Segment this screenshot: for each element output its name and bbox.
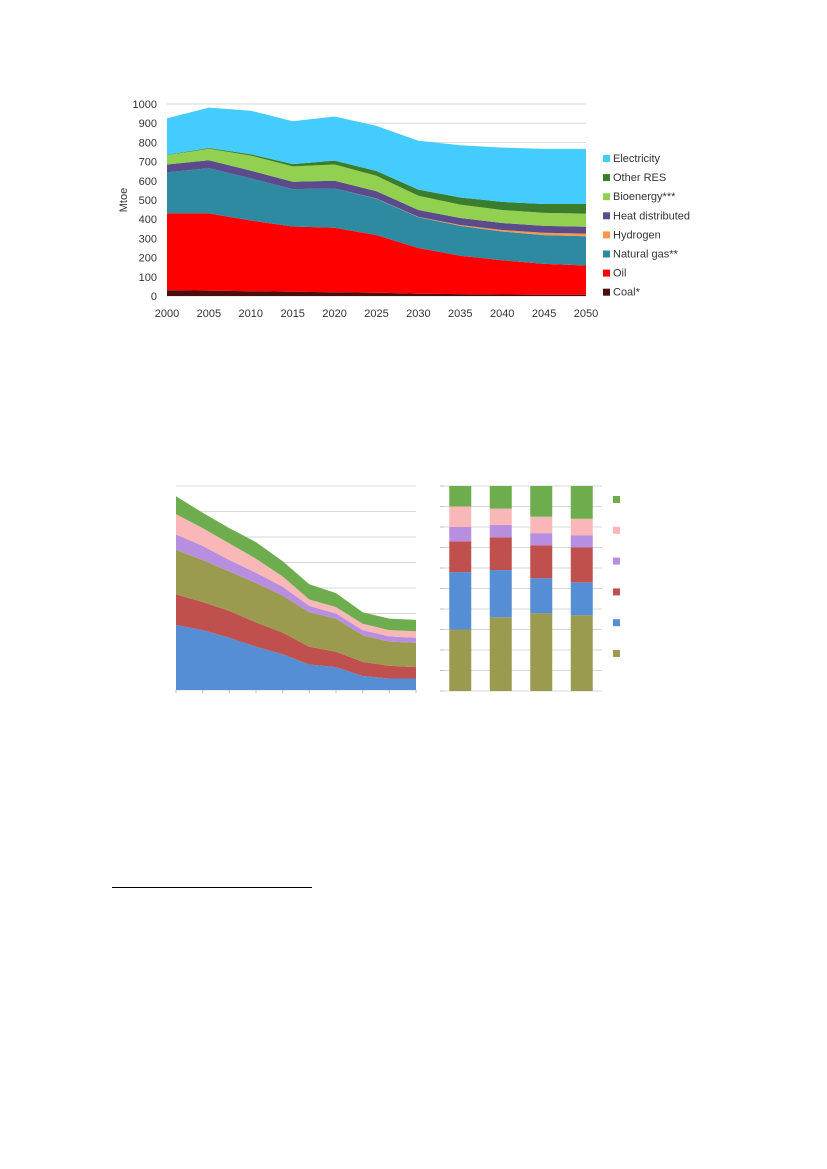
y-tick-label: 700 [139, 157, 157, 169]
bar-segment [570, 518, 593, 536]
legend-label: Electricity [613, 153, 661, 165]
bar-segment [489, 570, 512, 618]
legend-swatch [603, 231, 610, 239]
chart1-series-electricity [167, 107, 586, 204]
bar-segment [530, 533, 553, 546]
legend-swatch [603, 288, 610, 296]
y-tick-label: 800 [139, 137, 157, 149]
chart1-series-natural-gas [167, 168, 586, 266]
chart2-series-1 [176, 594, 416, 679]
bar-segment [489, 617, 512, 691]
x-tick-label: 2010 [239, 308, 263, 320]
chart1-series-coal [167, 290, 586, 296]
x-tick-label: 2020 [322, 308, 346, 320]
chart1-series-other-res [167, 148, 586, 214]
x-tick-label: 2045 [532, 308, 556, 320]
bar-segment [530, 545, 553, 579]
x-tick-label: 2015 [280, 308, 304, 320]
legend-swatch [613, 496, 620, 503]
bar-segment [570, 615, 593, 691]
y-tick-label: 100 [139, 272, 157, 284]
footnote-separator [112, 887, 312, 888]
legend-label: Bioenergy*** [613, 191, 676, 203]
bar-segment [449, 506, 472, 527]
bar-segment [570, 582, 593, 616]
legend-swatch [603, 155, 610, 162]
y-tick-label: 300 [139, 233, 157, 245]
x-tick-label: 2050 [574, 308, 598, 320]
legend-swatch [603, 193, 610, 201]
bar-segment [449, 486, 472, 507]
x-tick-label: 2040 [490, 308, 514, 320]
y-tick-label: 0 [151, 291, 157, 303]
legend-swatch [603, 174, 610, 182]
bar-segment [530, 613, 553, 691]
x-tick-label: 2025 [364, 308, 388, 320]
y-tick-label: 600 [139, 176, 157, 188]
legend-label: Coal* [613, 287, 641, 299]
y-axis-label: Mtoe [118, 188, 130, 212]
x-tick-label: 2035 [448, 308, 472, 320]
sector-area-chart [175, 485, 417, 693]
y-tick-label: 200 [139, 253, 157, 265]
bar-segment [530, 578, 553, 614]
legend-label: Hydrogen [613, 229, 661, 241]
legend-swatch [613, 619, 620, 627]
bar-segment [570, 535, 593, 548]
bar-segment [449, 541, 472, 573]
bar-segment [570, 486, 593, 519]
chart1-series-bioenergy [167, 148, 586, 227]
bar-segment [449, 572, 472, 630]
legend-label: Other RES [613, 172, 666, 184]
chart2-series-2 [176, 549, 416, 668]
legend-swatch [603, 250, 610, 258]
legend-swatch [613, 526, 620, 534]
legend-swatch [603, 269, 610, 277]
chart1-series-oil [167, 213, 586, 295]
sector-share-bar-chart [440, 485, 620, 692]
bar-segment [530, 486, 553, 517]
final-energy-area-chart: 0 100 200 300 400 500 600 700 800 900 1000 2000 2005… [118, 99, 690, 320]
legend-swatch [613, 588, 620, 596]
bar-segment [570, 547, 593, 583]
chart1-series-heat-distributed [167, 160, 586, 234]
bar-segment [449, 629, 472, 691]
legend-swatch [613, 650, 620, 657]
bar-segment [489, 524, 512, 538]
chart2-series-0 [176, 625, 416, 690]
x-tick-label: 2005 [197, 308, 221, 320]
y-tick-label: 400 [139, 214, 157, 226]
bar-segment [489, 486, 512, 509]
bar-segment [530, 516, 553, 534]
y-tick-label: 900 [139, 118, 157, 130]
y-tick-label: 1000 [133, 99, 157, 111]
legend-label: Oil [613, 268, 626, 280]
bar-segment [489, 537, 512, 571]
bar-segment [489, 508, 512, 525]
legend-label: Heat distributed [613, 210, 690, 222]
chart2-series-3 [176, 534, 416, 643]
legend-swatch [613, 557, 620, 565]
legend-swatch [603, 212, 610, 220]
y-tick-label: 500 [139, 195, 157, 207]
legend-label: Natural gas** [613, 249, 679, 261]
x-tick-label: 2000 [155, 308, 179, 320]
bar-segment [449, 527, 472, 542]
x-tick-label: 2030 [406, 308, 430, 320]
